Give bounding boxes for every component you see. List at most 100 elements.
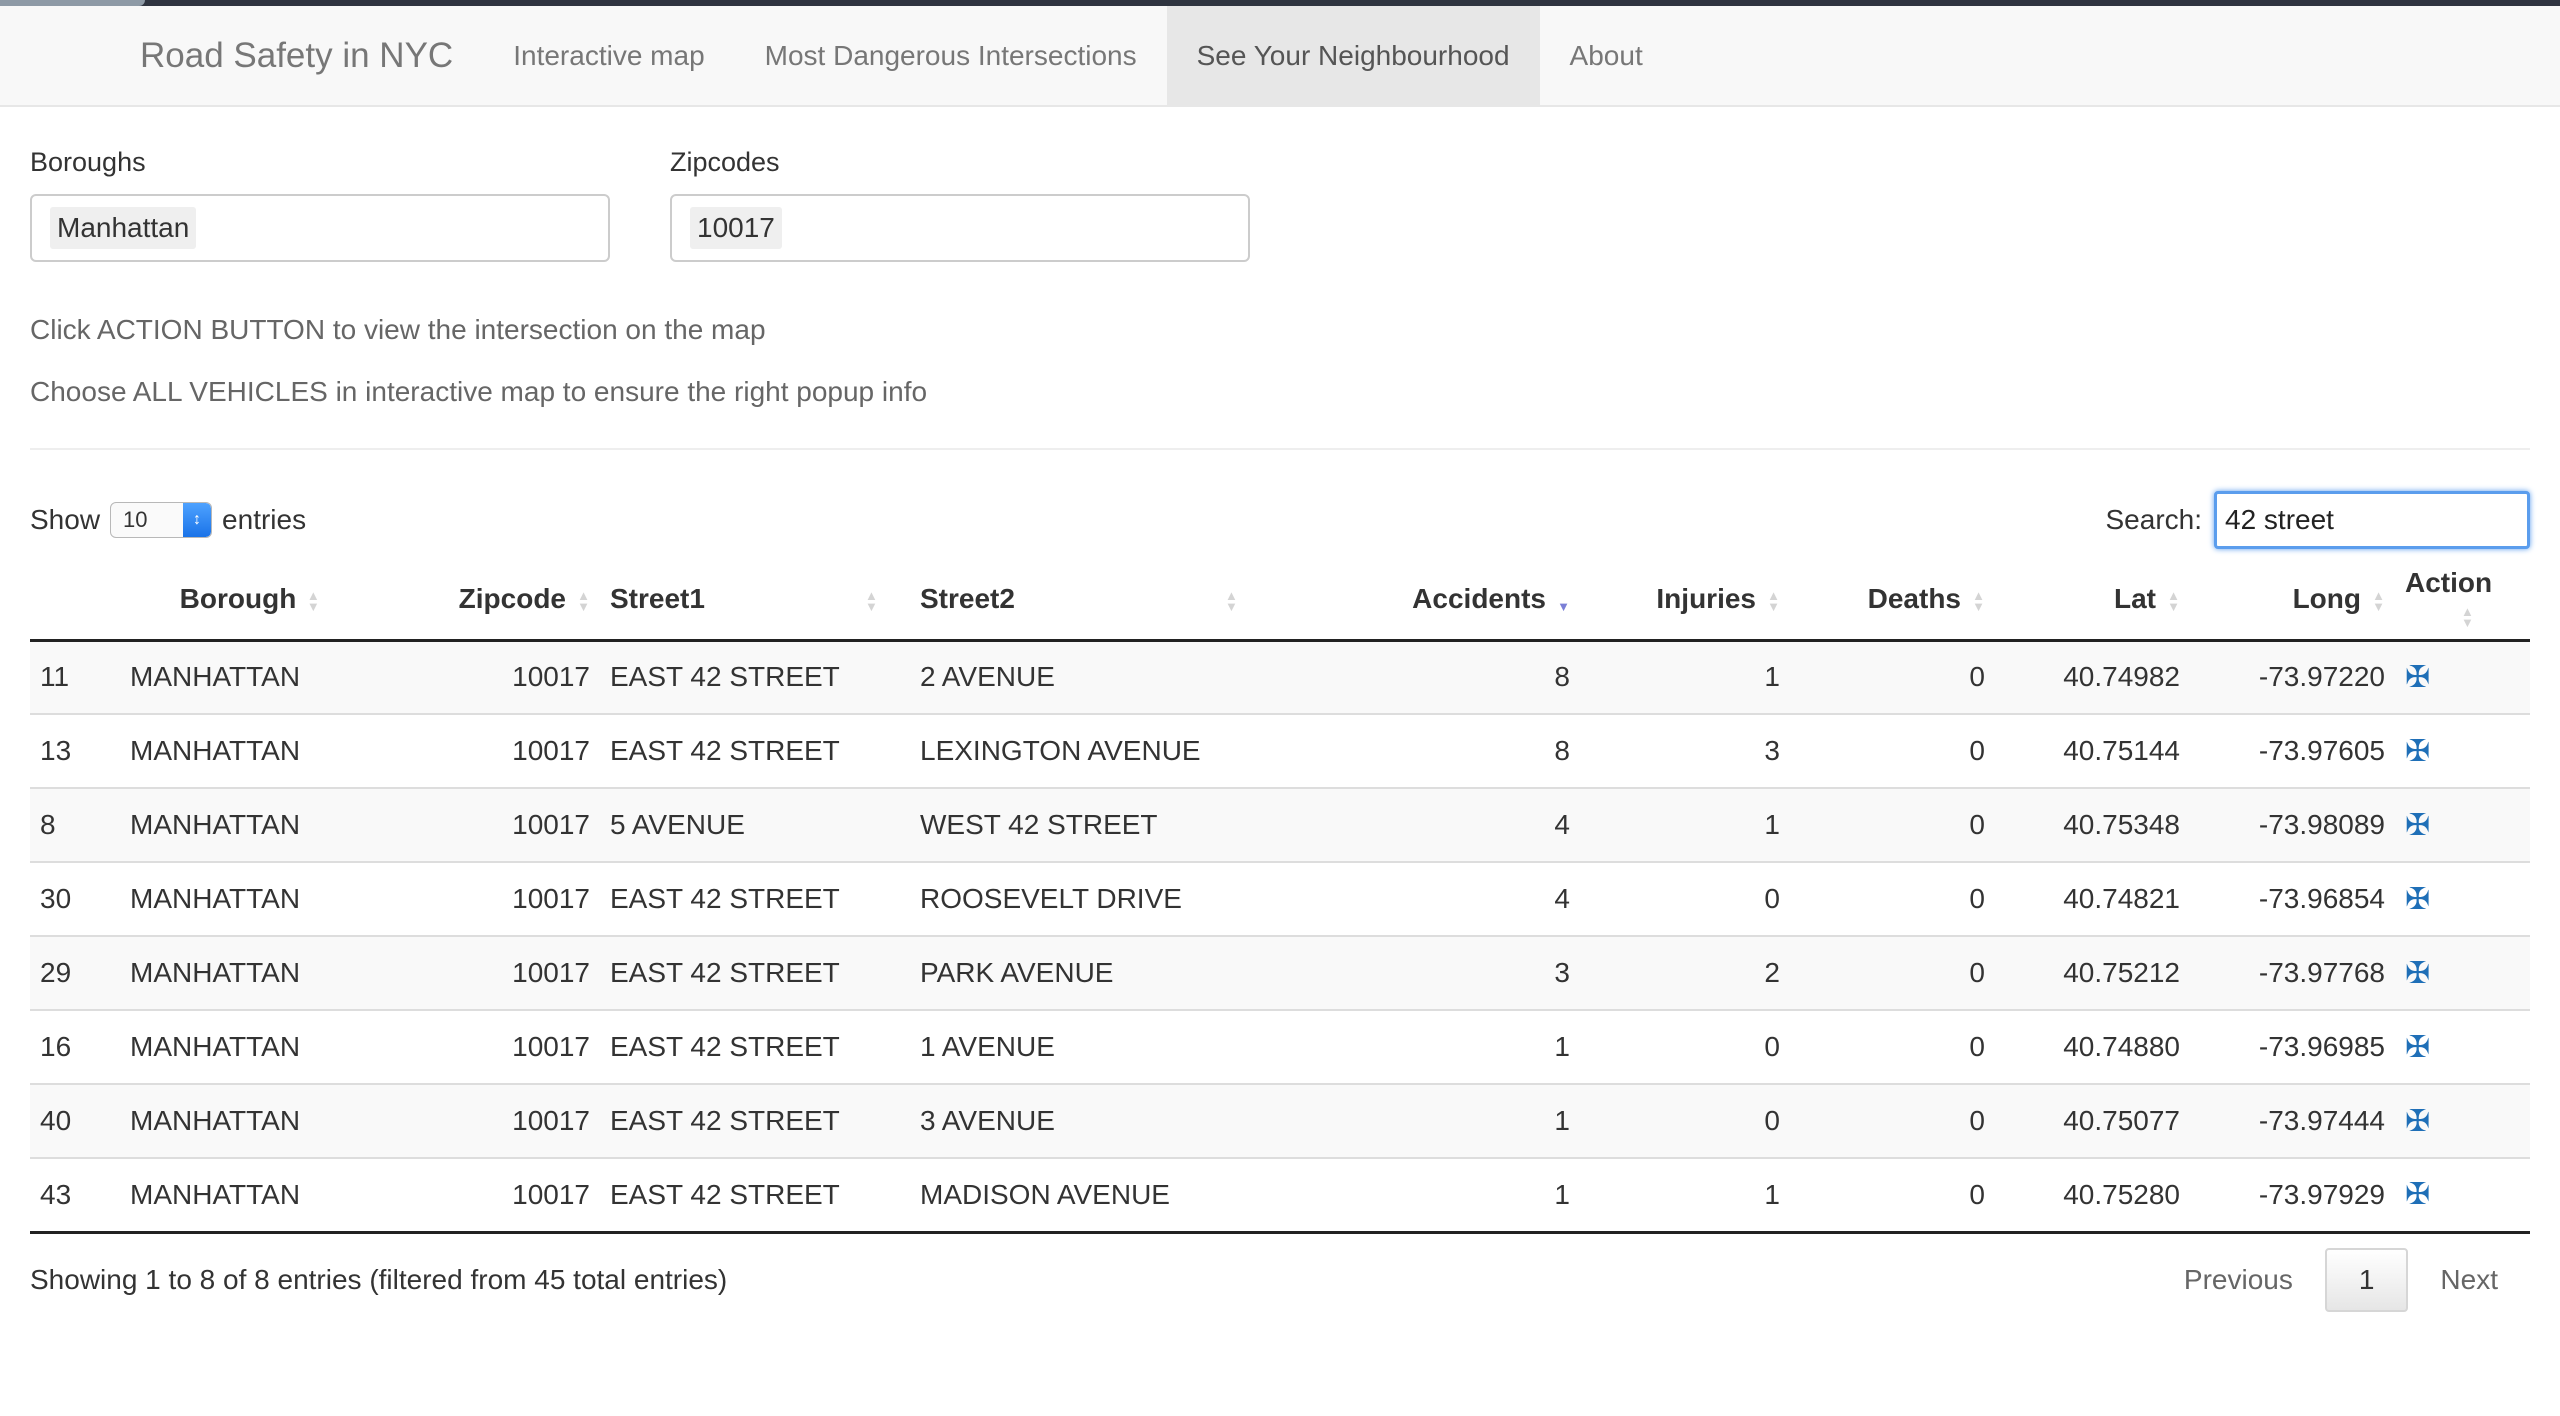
crosshair-icon[interactable]: ✠ — [2405, 808, 2431, 842]
cell-long: -73.97444 — [2190, 1084, 2395, 1159]
sort-icon: ▲ ▼ — [1972, 587, 1985, 614]
header-index — [30, 560, 120, 642]
divider — [30, 448, 2530, 450]
cell-deaths: 0 — [1790, 1158, 1995, 1234]
cell-index: 11 — [30, 640, 120, 715]
cell-lat: 40.75144 — [1995, 714, 2190, 789]
cell-borough: MANHATTAN — [120, 1158, 380, 1234]
cell-lat: 40.74880 — [1995, 1010, 2190, 1085]
header-long[interactable]: Long ▲ ▼ — [2190, 560, 2395, 642]
cell-lat: 40.75348 — [1995, 788, 2190, 863]
crosshair-icon[interactable]: ✠ — [2405, 1030, 2431, 1064]
cell-street2: ROOSEVELT DRIVE — [910, 862, 1280, 937]
table-header-row: Borough ▲ ▼ Zipcode ▲ ▼ Street1 ▲ ▼ Street2 ▲ ▼ … — [30, 560, 2530, 642]
header-injuries[interactable]: Injuries ▲ ▼ — [1580, 560, 1790, 642]
header-lat[interactable]: Lat ▲ ▼ — [1995, 560, 2190, 642]
sort-icon: ▲ ▼ — [864, 587, 878, 614]
cell-long: -73.97929 — [2190, 1158, 2395, 1234]
navbar: Road Safety in NYC Interactive map Most … — [0, 6, 2560, 107]
cell-street2: 3 AVENUE — [910, 1084, 1280, 1159]
table-row: 8 MANHATTAN 10017 5 AVENUE WEST 42 STREE… — [30, 788, 2530, 863]
cell-index: 30 — [30, 862, 120, 937]
sort-icon: ▲ ▼ — [577, 587, 590, 614]
cell-borough: MANHATTAN — [120, 1084, 380, 1159]
search-input[interactable] — [2214, 491, 2530, 549]
cell-borough: MANHATTAN — [120, 936, 380, 1011]
cell-action: ✠ — [2395, 1158, 2530, 1234]
nav-interactive-map[interactable]: Interactive map — [513, 39, 705, 71]
cell-long: -73.97768 — [2190, 936, 2395, 1011]
zipcode-chip[interactable]: 10017 — [690, 207, 782, 249]
cell-accidents: 1 — [1280, 1084, 1580, 1159]
header-street1[interactable]: Street1 ▲ ▼ — [600, 560, 910, 642]
table-row: 11 MANHATTAN 10017 EAST 42 STREET 2 AVEN… — [30, 640, 2530, 715]
cell-street1: EAST 42 STREET — [600, 862, 910, 937]
cell-action: ✠ — [2395, 714, 2530, 789]
cell-lat: 40.75212 — [1995, 936, 2190, 1011]
cell-injuries: 1 — [1580, 640, 1790, 715]
sort-icon: ▲ ▼ — [1767, 587, 1780, 614]
cell-long: -73.96854 — [2190, 862, 2395, 937]
entries-select[interactable]: 10 ↕ — [110, 502, 213, 538]
crosshair-icon[interactable]: ✠ — [2405, 1178, 2431, 1212]
nav-about[interactable]: About — [1569, 39, 1643, 71]
cell-index: 16 — [30, 1010, 120, 1085]
nav-see-your-neighbourhood[interactable]: See Your Neighbourhood — [1166, 6, 1540, 105]
cell-deaths: 0 — [1790, 1010, 1995, 1085]
boroughs-select[interactable]: Manhattan — [30, 194, 610, 262]
table-row: 43 MANHATTAN 10017 EAST 42 STREET MADISO… — [30, 1158, 2530, 1234]
header-zipcode[interactable]: Zipcode ▲ ▼ — [380, 560, 600, 642]
zipcodes-filter: Zipcodes 10017 — [670, 147, 1250, 262]
table-row: 13 MANHATTAN 10017 EAST 42 STREET LEXING… — [30, 714, 2530, 789]
cell-action: ✠ — [2395, 640, 2530, 715]
header-action[interactable]: Action▲ ▼ — [2395, 560, 2530, 642]
crosshair-icon[interactable]: ✠ — [2405, 1104, 2431, 1138]
table-row: 29 MANHATTAN 10017 EAST 42 STREET PARK A… — [30, 936, 2530, 1011]
boroughs-label: Boroughs — [30, 147, 146, 177]
show-label: Show — [30, 504, 101, 535]
table-body: 11 MANHATTAN 10017 EAST 42 STREET 2 AVEN… — [30, 640, 2530, 1234]
table-footer: Showing 1 to 8 of 8 entries (filtered fr… — [30, 1247, 2530, 1312]
updown-chevron-icon: ↕ — [183, 503, 212, 537]
pagination: Previous 1 Next — [2152, 1247, 2530, 1312]
cell-street1: EAST 42 STREET — [600, 1084, 910, 1159]
table-row: 16 MANHATTAN 10017 EAST 42 STREET 1 AVEN… — [30, 1010, 2530, 1085]
next-button[interactable]: Next — [2440, 1263, 2498, 1295]
cell-borough: MANHATTAN — [120, 714, 380, 789]
cell-deaths: 0 — [1790, 1084, 1995, 1159]
header-borough[interactable]: Borough ▲ ▼ — [120, 560, 380, 642]
cell-borough: MANHATTAN — [120, 640, 380, 715]
cell-index: 43 — [30, 1158, 120, 1234]
crosshair-icon[interactable]: ✠ — [2405, 734, 2431, 768]
table-info: Showing 1 to 8 of 8 entries (filtered fr… — [30, 1263, 728, 1295]
cell-injuries: 0 — [1580, 1084, 1790, 1159]
crosshair-icon[interactable]: ✠ — [2405, 882, 2431, 916]
search-label: Search: — [2105, 504, 2203, 535]
header-deaths[interactable]: Deaths ▲ ▼ — [1790, 560, 1995, 642]
cell-deaths: 0 — [1790, 862, 1995, 937]
cell-zipcode: 10017 — [380, 788, 600, 863]
sort-icon: ▲ ▼ — [2461, 603, 2474, 630]
zipcodes-select[interactable]: 10017 — [670, 194, 1250, 262]
cell-deaths: 0 — [1790, 936, 1995, 1011]
header-accidents[interactable]: Accidents ▼ — [1280, 560, 1580, 642]
cell-street2: LEXINGTON AVENUE — [910, 714, 1280, 789]
cell-street1: EAST 42 STREET — [600, 1158, 910, 1234]
cell-deaths: 0 — [1790, 714, 1995, 789]
crosshair-icon[interactable]: ✠ — [2405, 956, 2431, 990]
header-street2[interactable]: Street2 ▲ ▼ — [910, 560, 1280, 642]
cell-deaths: 0 — [1790, 640, 1995, 715]
nav-most-dangerous-intersections[interactable]: Most Dangerous Intersections — [764, 39, 1137, 71]
cell-street1: EAST 42 STREET — [600, 714, 910, 789]
cell-lat: 40.74982 — [1995, 640, 2190, 715]
page-1-button[interactable]: 1 — [2324, 1247, 2409, 1312]
previous-button[interactable]: Previous — [2183, 1263, 2293, 1295]
browser-top-strip — [0, 0, 2560, 6]
cell-zipcode: 10017 — [380, 1158, 600, 1234]
navbar-brand[interactable]: Road Safety in NYC — [140, 35, 454, 75]
cell-accidents: 4 — [1280, 788, 1580, 863]
borough-chip[interactable]: Manhattan — [50, 207, 197, 249]
cell-action: ✠ — [2395, 936, 2530, 1011]
crosshair-icon[interactable]: ✠ — [2405, 660, 2431, 694]
cell-injuries: 2 — [1580, 936, 1790, 1011]
